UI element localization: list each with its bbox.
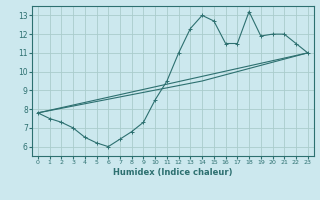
- X-axis label: Humidex (Indice chaleur): Humidex (Indice chaleur): [113, 168, 233, 177]
